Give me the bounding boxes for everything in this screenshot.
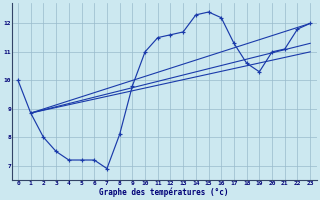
X-axis label: Graphe des températures (°c): Graphe des températures (°c) — [99, 187, 229, 197]
